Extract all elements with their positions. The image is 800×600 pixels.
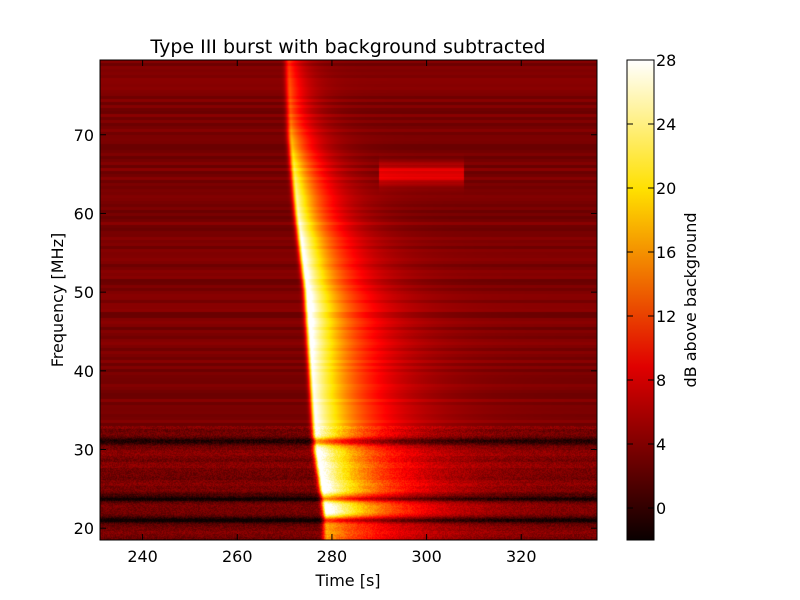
- colorbar-ticks: 0 4 8 12 16 20 24 28: [627, 51, 676, 518]
- plot-area-frame: [99, 59, 598, 541]
- colorbar: [626, 59, 655, 541]
- colorbar-tick-label: 8: [656, 371, 666, 390]
- x-axis-ticks: 240 260 280 300 320: [127, 60, 537, 566]
- heatmap-image-container: [100, 60, 597, 540]
- x-tick-label: 300: [411, 547, 442, 566]
- y-tick-label: 40: [74, 362, 94, 381]
- colorbar-tick-label: 28: [656, 51, 676, 70]
- y-axis-ticks: 20 30 40 50 60 70: [74, 126, 597, 538]
- y-tick-label: 30: [74, 441, 94, 460]
- colorbar-tick-label: 12: [656, 307, 676, 326]
- x-axis-label: Time [s]: [314, 571, 380, 590]
- x-tick-label: 280: [317, 547, 348, 566]
- y-tick-label: 60: [74, 204, 94, 223]
- colorbar-tick-label: 20: [656, 179, 676, 198]
- colorbar-label: dB above background: [681, 213, 700, 388]
- heatmap-image: [100, 60, 597, 540]
- colorbar-tick-label: 4: [656, 435, 666, 454]
- y-axis-label: Frequency [MHz]: [48, 233, 67, 367]
- colorbar-tick-label: 24: [656, 115, 676, 134]
- colorbar-tick-label: 16: [656, 243, 676, 262]
- y-tick-label: 50: [74, 283, 94, 302]
- x-tick-label: 240: [127, 547, 158, 566]
- y-tick-label: 20: [74, 519, 94, 538]
- x-tick-label: 260: [222, 547, 253, 566]
- chart-title: Type III burst with background subtracte…: [149, 36, 545, 58]
- y-tick-label: 70: [74, 126, 94, 145]
- colorbar-tick-label: 0: [656, 499, 666, 518]
- x-tick-label: 320: [506, 547, 537, 566]
